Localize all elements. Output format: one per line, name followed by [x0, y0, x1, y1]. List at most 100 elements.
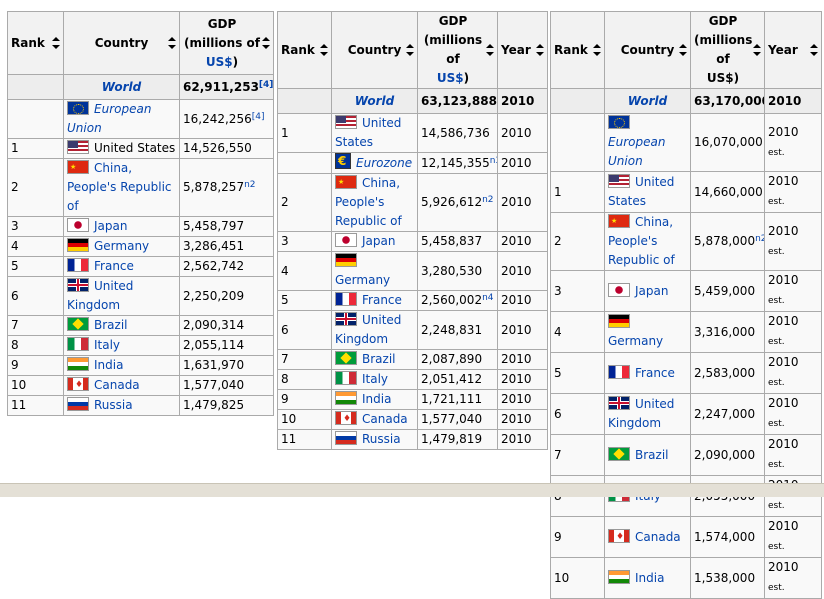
- year-cell: 2010: [764, 88, 822, 114]
- gdp-header[interactable]: GDP (millions of US$): [179, 11, 274, 75]
- table-row: 10 India 1,538,000 2010 est.: [550, 557, 822, 599]
- usd-link[interactable]: US$: [436, 71, 464, 85]
- world-link[interactable]: World: [63, 74, 180, 100]
- country-link[interactable]: Brazil: [94, 318, 128, 332]
- reference-link[interactable]: [4]: [251, 111, 265, 122]
- country-link[interactable]: Italy: [362, 372, 389, 386]
- year-cell: 2010 est.: [764, 171, 822, 213]
- country-cell: United States: [331, 113, 418, 153]
- gdp-cell: 1,479,825: [179, 395, 274, 416]
- sort-arrows-icon[interactable]: [52, 37, 60, 49]
- reference-link[interactable]: n2: [755, 234, 763, 244]
- table-row: 9 India 1,721,111 2010: [277, 389, 548, 410]
- country-link[interactable]: China, People's Republic of: [67, 161, 172, 213]
- year-cell: 2010: [497, 251, 548, 291]
- sort-arrows-icon[interactable]: [593, 44, 601, 56]
- gdp-cell: 5,878,257n2: [179, 158, 274, 217]
- country-header[interactable]: Country: [604, 11, 691, 89]
- rank-header[interactable]: Rank: [550, 11, 605, 89]
- country-link[interactable]: Canada: [94, 378, 140, 392]
- country-link[interactable]: India: [94, 358, 124, 372]
- country-link[interactable]: Canada: [362, 412, 408, 426]
- sort-arrows-icon[interactable]: [406, 44, 414, 56]
- country-link[interactable]: France: [635, 365, 675, 380]
- country-link[interactable]: Japan: [635, 283, 669, 298]
- gdp-value: 3,316,000: [694, 324, 756, 339]
- flag-jp-icon: [608, 282, 630, 297]
- country-link[interactable]: United Kingdom: [335, 313, 402, 346]
- country-link[interactable]: Russia: [362, 432, 401, 446]
- country-header[interactable]: Country: [63, 11, 180, 75]
- reference-link[interactable]: n2: [482, 195, 494, 205]
- country-link[interactable]: India: [635, 570, 665, 585]
- country-link[interactable]: Russia: [94, 398, 133, 412]
- sort-arrows-icon[interactable]: [536, 44, 544, 56]
- gdp-header[interactable]: GDP (millions of US$): [417, 11, 498, 89]
- world-link[interactable]: World: [331, 88, 418, 114]
- world-link[interactable]: World: [604, 88, 691, 114]
- country-header[interactable]: Country: [331, 11, 418, 89]
- gdp-header-line1: GDP: [708, 14, 738, 28]
- year-cell: 2010: [497, 152, 548, 174]
- sort-arrows-icon[interactable]: [486, 44, 494, 56]
- country-link[interactable]: Brazil: [362, 352, 396, 366]
- sort-arrows-icon[interactable]: [679, 44, 687, 56]
- rank-cell: 9: [7, 355, 64, 376]
- country-link[interactable]: France: [362, 293, 402, 307]
- reference-link[interactable]: n4: [482, 293, 494, 303]
- usd-link[interactable]: US$: [205, 54, 233, 69]
- year-value: 2010: [768, 273, 799, 287]
- sort-arrows-icon[interactable]: [262, 37, 270, 49]
- sort-arrows-icon[interactable]: [168, 37, 176, 49]
- country-link[interactable]: European Union: [608, 135, 666, 168]
- sort-arrows-icon[interactable]: [320, 44, 328, 56]
- flag-jp-icon: [67, 218, 89, 232]
- country-link[interactable]: Japan: [362, 234, 396, 248]
- country-cell: China, People's Republic of: [604, 212, 691, 271]
- year-cell: 2010 est.: [764, 270, 822, 312]
- country-link[interactable]: Germany: [94, 239, 150, 253]
- year-header[interactable]: Year: [764, 11, 822, 89]
- country-link[interactable]: Eurozone: [356, 156, 413, 170]
- flag-br-icon: [335, 351, 357, 365]
- country-link[interactable]: China, People's Republic of: [335, 176, 402, 228]
- reference-link[interactable]: [4]: [258, 79, 274, 90]
- country-link[interactable]: European Union: [67, 102, 152, 135]
- country-link[interactable]: Germany: [335, 273, 391, 287]
- country-link[interactable]: United States: [335, 116, 402, 149]
- rank-header[interactable]: Rank: [277, 11, 332, 89]
- gdp-header-line2: (millions of: [423, 33, 483, 66]
- flag-eu-icon: [608, 115, 630, 129]
- year-header[interactable]: Year: [497, 11, 548, 89]
- sort-arrows-icon[interactable]: [753, 44, 761, 56]
- country-link[interactable]: United Kingdom: [67, 279, 134, 312]
- country-link[interactable]: United States: [608, 175, 675, 208]
- year-cell: 2010 est.: [764, 212, 822, 271]
- reference-link[interactable]: n3: [489, 155, 497, 166]
- country-cell: United Kingdom: [604, 393, 691, 435]
- flag-it-icon: [335, 371, 357, 385]
- sort-arrows-icon[interactable]: [810, 44, 818, 56]
- reference-link[interactable]: n2: [244, 180, 256, 190]
- table-row: 5 France 2,560,002n4 2010: [277, 290, 548, 311]
- gdp-header[interactable]: GDP (millions of US$): [690, 11, 765, 89]
- country-link[interactable]: France: [94, 259, 134, 273]
- gdp-value: 63,170,000: [694, 93, 765, 108]
- country-link[interactable]: Canada: [635, 529, 681, 544]
- country-link[interactable]: China, People's Republic of: [608, 215, 675, 267]
- gdp-cell: 5,459,000: [690, 270, 765, 312]
- rank-cell: 10: [7, 375, 64, 396]
- country-link[interactable]: Brazil: [635, 447, 669, 462]
- country-link[interactable]: India: [362, 392, 392, 406]
- year-value: 2010: [501, 125, 532, 140]
- country-link[interactable]: Japan: [94, 219, 128, 233]
- country-link[interactable]: United Kingdom: [608, 397, 675, 430]
- country-link[interactable]: Germany: [608, 334, 664, 348]
- flag-eu-icon: [67, 101, 89, 115]
- rank-cell: 7: [550, 434, 605, 476]
- country-link[interactable]: United States: [94, 141, 176, 155]
- flag-us-icon: [67, 140, 89, 154]
- rank-header[interactable]: Rank: [7, 11, 64, 75]
- year-cell: 2010: [497, 389, 548, 410]
- country-link[interactable]: Italy: [94, 338, 121, 352]
